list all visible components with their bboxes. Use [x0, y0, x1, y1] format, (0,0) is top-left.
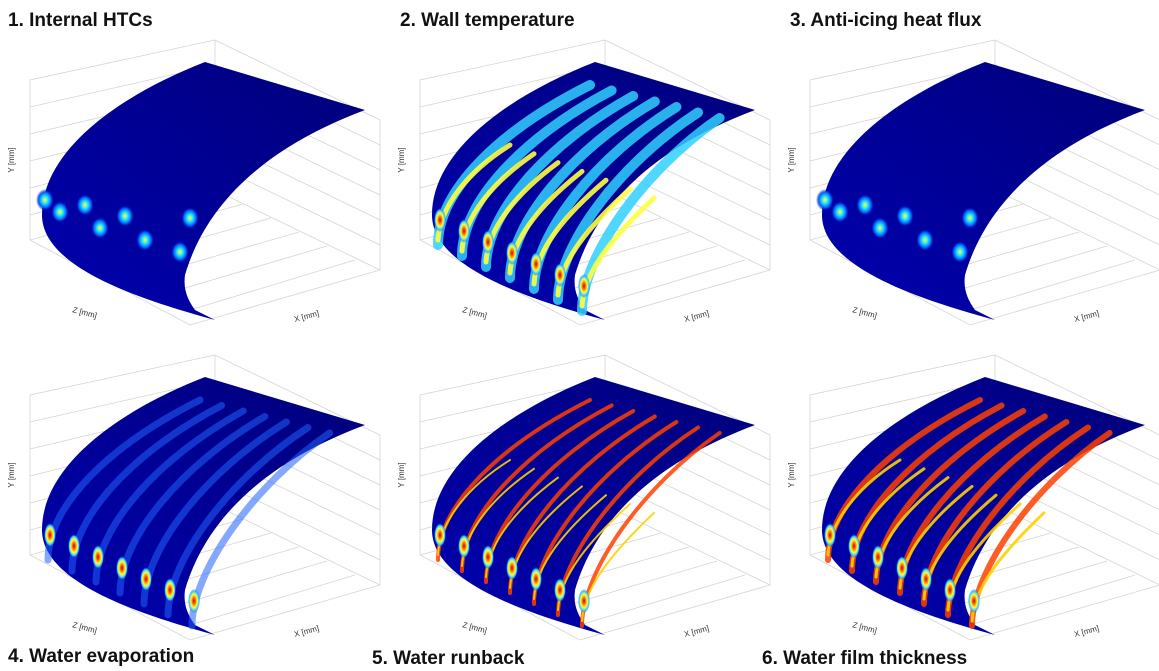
surface-plot: Y [mm] Z [mm] X [mm] — [397, 40, 770, 325]
surface-plot: Y [mm] Z [mm] X [mm] — [7, 40, 380, 325]
hot-spot — [76, 194, 94, 216]
surface — [822, 62, 1145, 320]
hot-spot — [136, 229, 154, 251]
panel-title: 2. Wall temperature — [400, 10, 575, 31]
y-axis-label: Y [mm] — [787, 147, 796, 172]
panel-title: 1. Internal HTCs — [8, 10, 153, 31]
hot-spot — [92, 545, 104, 569]
grid-line — [190, 260, 355, 310]
grid-line — [970, 260, 1135, 310]
hot-spot — [824, 523, 836, 547]
x-axis-label: X [mm] — [683, 309, 710, 324]
hot-spot — [458, 534, 470, 558]
grid-line — [190, 575, 355, 625]
hot-spot — [44, 523, 56, 547]
hot-spot — [578, 589, 590, 613]
page: 1. Internal HTCs Y [mm] Z [mm] X [mm] 2. Wal… — [0, 0, 1159, 671]
hot-spot — [171, 241, 189, 263]
hot-spot — [116, 205, 134, 227]
hot-spot — [482, 545, 494, 569]
hot-spot — [816, 189, 834, 211]
surface — [42, 62, 365, 320]
y-axis-label: Y [mm] — [787, 462, 796, 487]
panel-title: 5. Water runback — [372, 648, 525, 669]
z-axis-label: Z [mm] — [461, 620, 487, 635]
hot-spot — [458, 219, 470, 243]
surface-plot: Y [mm] Z [mm] X [mm] — [397, 355, 770, 640]
hot-spot — [944, 578, 956, 602]
surface-plot: Y [mm] Z [mm] X [mm] — [787, 355, 1159, 640]
figure: 1. Internal HTCs Y [mm] Z [mm] X [mm] 2. Wal… — [0, 0, 1159, 671]
hot-spot — [51, 201, 69, 223]
z-axis-label: Z [mm] — [71, 620, 97, 635]
z-axis-label: Z [mm] — [851, 305, 877, 320]
y-axis-label: Y [mm] — [397, 147, 406, 172]
panel-title: 3. Anti-icing heat flux — [790, 10, 982, 31]
hot-spot — [164, 578, 176, 602]
grid-line — [580, 260, 745, 310]
hot-spot — [831, 201, 849, 223]
hot-spot — [116, 556, 128, 580]
hot-spot — [434, 208, 446, 232]
hot-spot — [506, 241, 518, 265]
z-axis-label: Z [mm] — [461, 305, 487, 320]
hot-spot — [554, 263, 566, 287]
hot-spot — [872, 545, 884, 569]
y-axis-label: Y [mm] — [7, 147, 16, 172]
hot-spot — [554, 578, 566, 602]
x-axis-label: X [mm] — [683, 624, 710, 639]
x-axis-label: X [mm] — [293, 309, 320, 324]
hot-spot — [530, 252, 542, 276]
surface-plot: Y [mm] Z [mm] X [mm] — [7, 355, 380, 640]
hot-spot — [506, 556, 518, 580]
hot-spot — [68, 534, 80, 558]
hot-spot — [434, 523, 446, 547]
y-axis-label: Y [mm] — [7, 462, 16, 487]
hot-spot — [848, 534, 860, 558]
hot-spot — [856, 194, 874, 216]
grid-line — [580, 575, 745, 625]
panel-title: 4. Water evaporation — [8, 646, 194, 667]
hot-spot — [961, 207, 979, 229]
hot-spot — [482, 230, 494, 254]
x-axis-label: X [mm] — [1073, 309, 1100, 324]
surface-plot: Y [mm] Z [mm] X [mm] — [787, 40, 1159, 325]
hot-spot — [91, 217, 109, 239]
hot-spot — [920, 567, 932, 591]
z-axis-label: Z [mm] — [71, 305, 97, 320]
hot-spot — [188, 589, 200, 613]
hot-spot — [181, 207, 199, 229]
hot-spot — [36, 189, 54, 211]
hot-spot — [968, 589, 980, 613]
x-axis-label: X [mm] — [293, 624, 320, 639]
x-axis-label: X [mm] — [1073, 624, 1100, 639]
hot-spot — [578, 274, 590, 298]
z-axis-label: Z [mm] — [851, 620, 877, 635]
hot-spot — [896, 556, 908, 580]
hot-spot — [530, 567, 542, 591]
grid-line — [970, 575, 1135, 625]
hot-spot — [951, 241, 969, 263]
hot-spot — [896, 205, 914, 227]
panel-title: 6. Water film thickness — [762, 648, 967, 669]
hot-spot — [871, 217, 889, 239]
hot-spot — [916, 229, 934, 251]
y-axis-label: Y [mm] — [397, 462, 406, 487]
hot-spot — [140, 567, 152, 591]
